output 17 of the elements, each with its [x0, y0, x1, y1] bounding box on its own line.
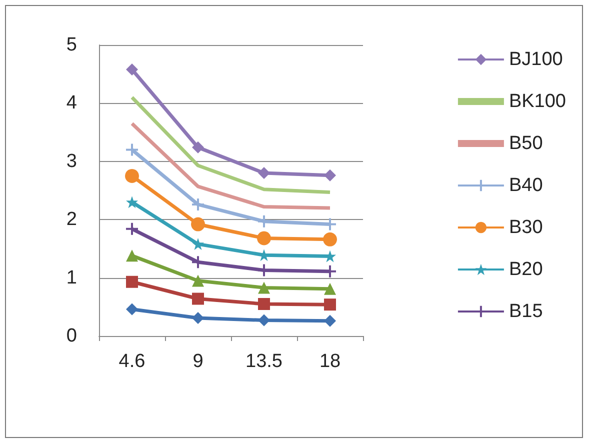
- legend-label: B15: [508, 301, 543, 322]
- y-tick-label: 3: [66, 150, 77, 172]
- legend-label: B50: [508, 133, 543, 154]
- x-tick-label: 4.6: [118, 351, 146, 372]
- y-tick-label: 5: [66, 34, 77, 56]
- x-tick-label: 13.5: [246, 351, 282, 372]
- legend-label: B40: [508, 175, 543, 196]
- x-tick-label: 9: [192, 351, 204, 372]
- x-tick-label: 18: [319, 351, 341, 372]
- y-tick-label: 0: [66, 326, 77, 346]
- legend-label: BJ100: [508, 49, 563, 70]
- y-tick-label: 1: [66, 267, 77, 288]
- legend-label: BK100: [508, 91, 566, 112]
- y-tick-label: 2: [66, 209, 77, 230]
- legend-label: B20: [508, 259, 543, 280]
- legend-label: B30: [508, 217, 543, 238]
- y-tick-label: 4: [66, 92, 78, 114]
